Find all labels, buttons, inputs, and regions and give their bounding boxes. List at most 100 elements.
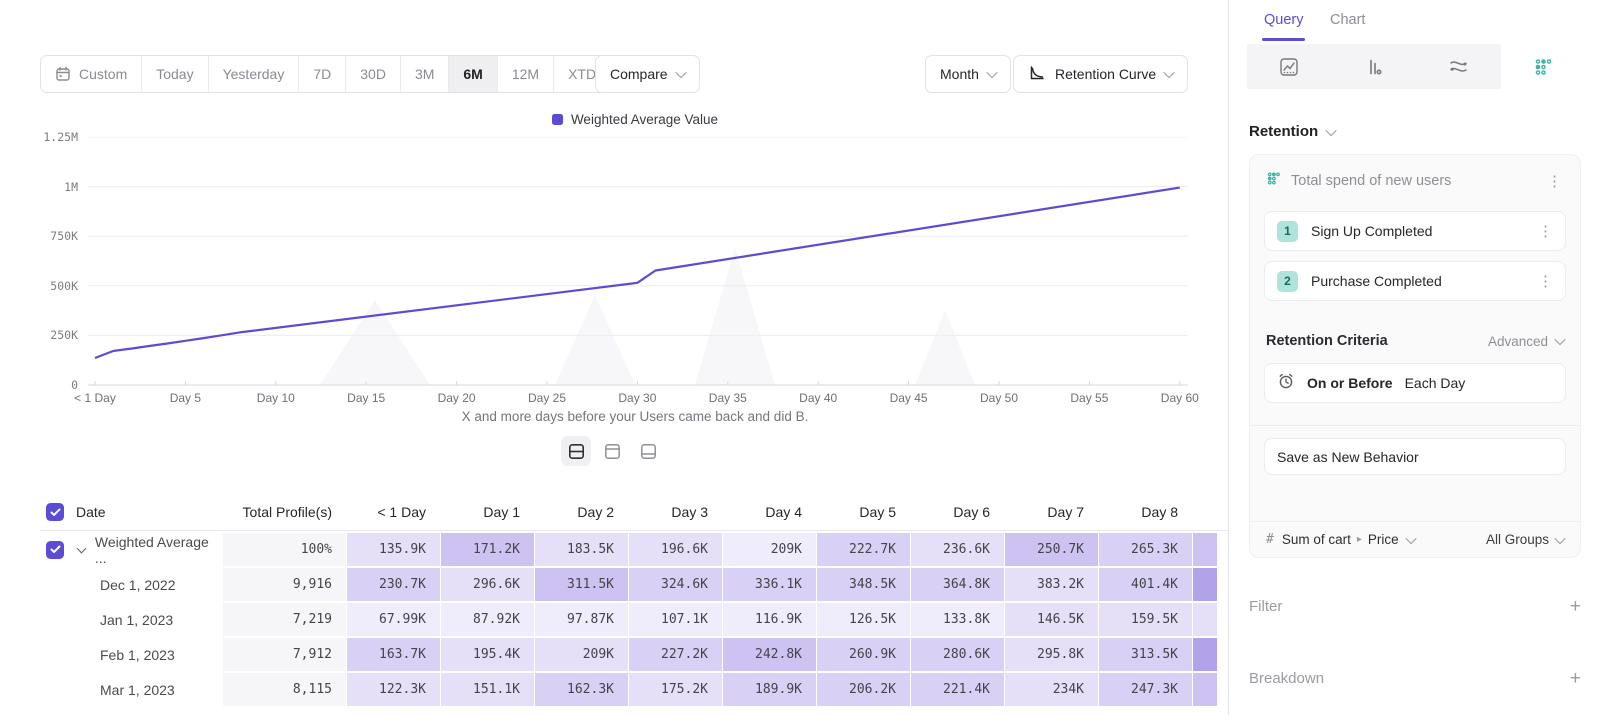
range-30d[interactable]: 30D bbox=[346, 56, 401, 92]
value-cell[interactable]: 296.6K bbox=[441, 568, 534, 601]
x-axis-tick: Day 45 bbox=[864, 391, 954, 405]
value-cell[interactable]: 348.5K bbox=[817, 568, 910, 601]
value-cell[interactable]: 135.9K bbox=[347, 533, 440, 566]
value-cell[interactable]: 336.1K bbox=[723, 568, 816, 601]
value-cell[interactable]: 242.8K bbox=[723, 638, 816, 671]
value-cell[interactable]: 133.8K bbox=[911, 603, 1004, 636]
x-axis-tick: Day 60 bbox=[1135, 391, 1225, 405]
column-header: Day 5 bbox=[817, 494, 910, 530]
range-3m[interactable]: 3M bbox=[401, 56, 449, 92]
chart-type-button[interactable]: Retention Curve bbox=[1013, 55, 1188, 93]
section-retention-dropdown[interactable]: Retention bbox=[1249, 123, 1335, 140]
value-cell[interactable]: 401.4K bbox=[1099, 568, 1192, 601]
value-cell[interactable]: 97.87K bbox=[535, 603, 628, 636]
step-number-badge: 1 bbox=[1277, 221, 1298, 242]
value-cell[interactable]: 162.3K bbox=[535, 673, 628, 706]
advanced-dropdown[interactable]: Advanced bbox=[1488, 334, 1564, 349]
chevron-down-icon[interactable] bbox=[77, 544, 87, 554]
plus-icon[interactable]: + bbox=[1570, 669, 1581, 688]
value-cell[interactable]: 313.5K bbox=[1099, 638, 1192, 671]
value-cell[interactable]: 324.6K bbox=[629, 568, 722, 601]
save-as-new-behavior-button[interactable]: Save as New Behavior bbox=[1264, 438, 1566, 475]
value-cell[interactable]: 222.7K bbox=[817, 533, 910, 566]
value-cell[interactable]: 295.8K bbox=[1005, 638, 1098, 671]
active-tab-underline bbox=[1262, 38, 1305, 41]
range-label: 3M bbox=[415, 66, 434, 82]
funnel-bars-icon[interactable] bbox=[1332, 44, 1417, 89]
insights-line-icon[interactable] bbox=[1247, 44, 1332, 89]
view-table-bottom-icon[interactable] bbox=[633, 436, 663, 466]
range-6m[interactable]: 6M bbox=[449, 56, 497, 92]
value-cell[interactable]: 236.6K bbox=[911, 533, 1004, 566]
value-cell[interactable]: 126.5K bbox=[817, 603, 910, 636]
value-cell[interactable]: 195.4K bbox=[441, 638, 534, 671]
view-table-top-icon[interactable] bbox=[597, 436, 627, 466]
value-cell[interactable]: 230.7K bbox=[347, 568, 440, 601]
value-cell[interactable]: 209K bbox=[723, 533, 816, 566]
range-12m[interactable]: 12M bbox=[498, 56, 554, 92]
value-cell[interactable]: 183.5K bbox=[535, 533, 628, 566]
flow-icon[interactable] bbox=[1416, 44, 1501, 89]
select-all-checkbox[interactable] bbox=[46, 503, 64, 521]
value-cell[interactable]: 196.6K bbox=[629, 533, 722, 566]
value-cell[interactable]: 146.5K bbox=[1005, 603, 1098, 636]
retention-line-chart[interactable] bbox=[88, 137, 1188, 386]
all-groups-dropdown[interactable]: All Groups bbox=[1486, 532, 1564, 547]
value-cell[interactable]: 189.9K bbox=[723, 673, 816, 706]
range-7d[interactable]: 7D bbox=[299, 56, 346, 92]
measure-property[interactable]: Price bbox=[1368, 532, 1399, 547]
value-cell[interactable]: 163.7K bbox=[347, 638, 440, 671]
value-cell[interactable]: 221.4K bbox=[911, 673, 1004, 706]
range-yesterday[interactable]: Yesterday bbox=[209, 56, 300, 92]
kebab-menu-icon[interactable]: ⋮ bbox=[1534, 272, 1557, 291]
row-checkbox[interactable] bbox=[46, 541, 64, 559]
row-label-cell: Mar 1, 2023 bbox=[40, 673, 222, 706]
retention-dots-icon[interactable] bbox=[1501, 44, 1586, 89]
table-row[interactable]: Jan 1, 20237,21967.99K87.92K97.87K107.1K… bbox=[40, 603, 1228, 636]
granularity-button[interactable]: Month bbox=[925, 55, 1011, 93]
value-cell[interactable]: 311.5K bbox=[535, 568, 628, 601]
value-cell[interactable]: 280.6K bbox=[911, 638, 1004, 671]
value-cell[interactable]: 116.9K bbox=[723, 603, 816, 636]
value-cell[interactable]: 206.2K bbox=[817, 673, 910, 706]
value-cell[interactable]: 171.2K bbox=[441, 533, 534, 566]
retention-timing-selector[interactable]: On or Before Each Day bbox=[1264, 363, 1566, 403]
legend-label: Weighted Average Value bbox=[571, 112, 718, 127]
value-cell[interactable]: 383.2K bbox=[1005, 568, 1098, 601]
value-cell[interactable]: 151.1K bbox=[441, 673, 534, 706]
compare-button[interactable]: Compare bbox=[595, 55, 700, 93]
value-cell[interactable]: 175.2K bbox=[629, 673, 722, 706]
range-custom[interactable]: Custom bbox=[41, 56, 142, 92]
range-label: 6M bbox=[463, 66, 482, 82]
alarm-clock-icon bbox=[1277, 372, 1295, 395]
value-cell[interactable]: 227.2K bbox=[629, 638, 722, 671]
view-split-icon[interactable] bbox=[561, 436, 591, 466]
measure-label[interactable]: Sum of cart bbox=[1282, 532, 1351, 547]
column-header-overflow bbox=[1193, 494, 1217, 530]
value-cell[interactable]: 265.3K bbox=[1099, 533, 1192, 566]
value-cell[interactable]: 67.99K bbox=[347, 603, 440, 636]
value-cell[interactable]: 364.8K bbox=[911, 568, 1004, 601]
value-cell[interactable]: 247.3K bbox=[1099, 673, 1192, 706]
value-cell[interactable]: 107.1K bbox=[629, 603, 722, 636]
value-cell[interactable]: 122.3K bbox=[347, 673, 440, 706]
table-row[interactable]: Weighted Average ...100%135.9K171.2K183.… bbox=[40, 533, 1228, 566]
table-row[interactable]: Mar 1, 20238,115122.3K151.1K162.3K175.2K… bbox=[40, 673, 1228, 706]
table-row[interactable]: Feb 1, 20237,912163.7K195.4K209K227.2K24… bbox=[40, 638, 1228, 671]
value-cell[interactable]: 209K bbox=[535, 638, 628, 671]
behavior-step[interactable]: 1Sign Up Completed⋮ bbox=[1264, 211, 1566, 251]
value-cell[interactable]: 159.5K bbox=[1099, 603, 1192, 636]
kebab-menu-icon[interactable]: ⋮ bbox=[1534, 222, 1557, 241]
value-cell[interactable]: 250.7K bbox=[1005, 533, 1098, 566]
behavior-step[interactable]: 2Purchase Completed⋮ bbox=[1264, 261, 1566, 301]
range-today[interactable]: Today bbox=[142, 56, 208, 92]
value-cell[interactable]: 260.9K bbox=[817, 638, 910, 671]
tab-chart[interactable]: Chart bbox=[1330, 12, 1365, 28]
x-axis-tick: Day 40 bbox=[773, 391, 863, 405]
value-cell[interactable]: 87.92K bbox=[441, 603, 534, 636]
kebab-menu-icon[interactable]: ⋮ bbox=[1543, 172, 1566, 191]
table-row[interactable]: Dec 1, 20229,916230.7K296.6K311.5K324.6K… bbox=[40, 568, 1228, 601]
tab-query[interactable]: Query bbox=[1264, 12, 1304, 28]
plus-icon[interactable]: + bbox=[1570, 597, 1581, 616]
value-cell[interactable]: 234K bbox=[1005, 673, 1098, 706]
